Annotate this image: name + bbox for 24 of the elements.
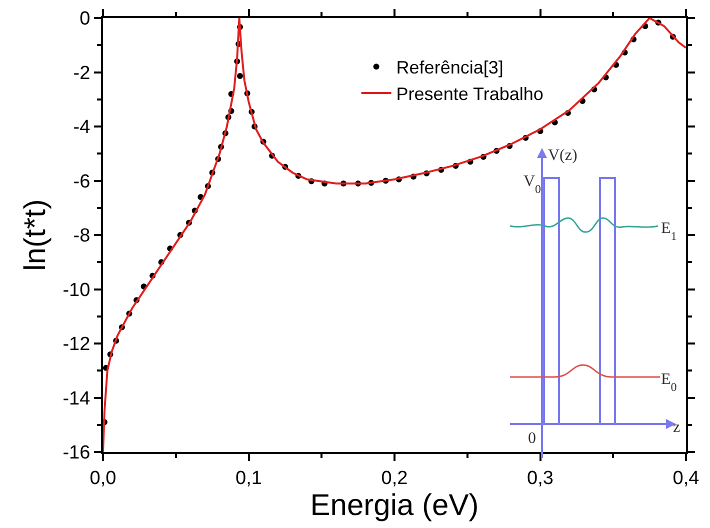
x-tick-label: 0,0 — [90, 468, 116, 489]
legend-label: Presente Trabalho — [396, 84, 544, 104]
annotation: E$_{1}$ — [661, 220, 677, 243]
y-tick-label: -12 — [62, 334, 90, 356]
annotation: z — [673, 419, 680, 436]
y-tick-label: 0 — [80, 8, 90, 30]
x-tick-label: 0,3 — [527, 468, 554, 489]
x-tick-label: 0,1 — [236, 468, 262, 489]
x-tick-label: 0,4 — [672, 468, 700, 489]
y-tick-label: -14 — [62, 388, 91, 410]
y-tick-label: -2 — [73, 62, 90, 84]
x-tick-label: 0,2 — [381, 468, 408, 489]
annotation: V(z) — [548, 147, 578, 164]
y-axis-title: ln(t*t) — [19, 199, 52, 271]
y-tick-label: -6 — [73, 171, 90, 192]
y-tick-label: -16 — [62, 442, 90, 464]
annotation: E$_{0}$ — [661, 371, 677, 394]
x-axis-title: Energia (eV) — [310, 488, 479, 522]
annotation: 0 — [528, 430, 536, 447]
y-tick-label: -4 — [73, 117, 91, 138]
y-tick-label: -8 — [73, 226, 90, 247]
legend-label: Referência[3] — [396, 58, 504, 78]
annotation: V$_{0}$ — [523, 173, 541, 196]
y-tick-label: -10 — [62, 280, 90, 301]
